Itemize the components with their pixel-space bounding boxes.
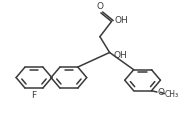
- Text: OH: OH: [113, 51, 127, 60]
- Text: OH: OH: [114, 16, 128, 25]
- Text: F: F: [31, 91, 36, 100]
- Text: O: O: [158, 88, 165, 97]
- Text: O: O: [96, 2, 103, 11]
- Text: CH₃: CH₃: [165, 90, 179, 99]
